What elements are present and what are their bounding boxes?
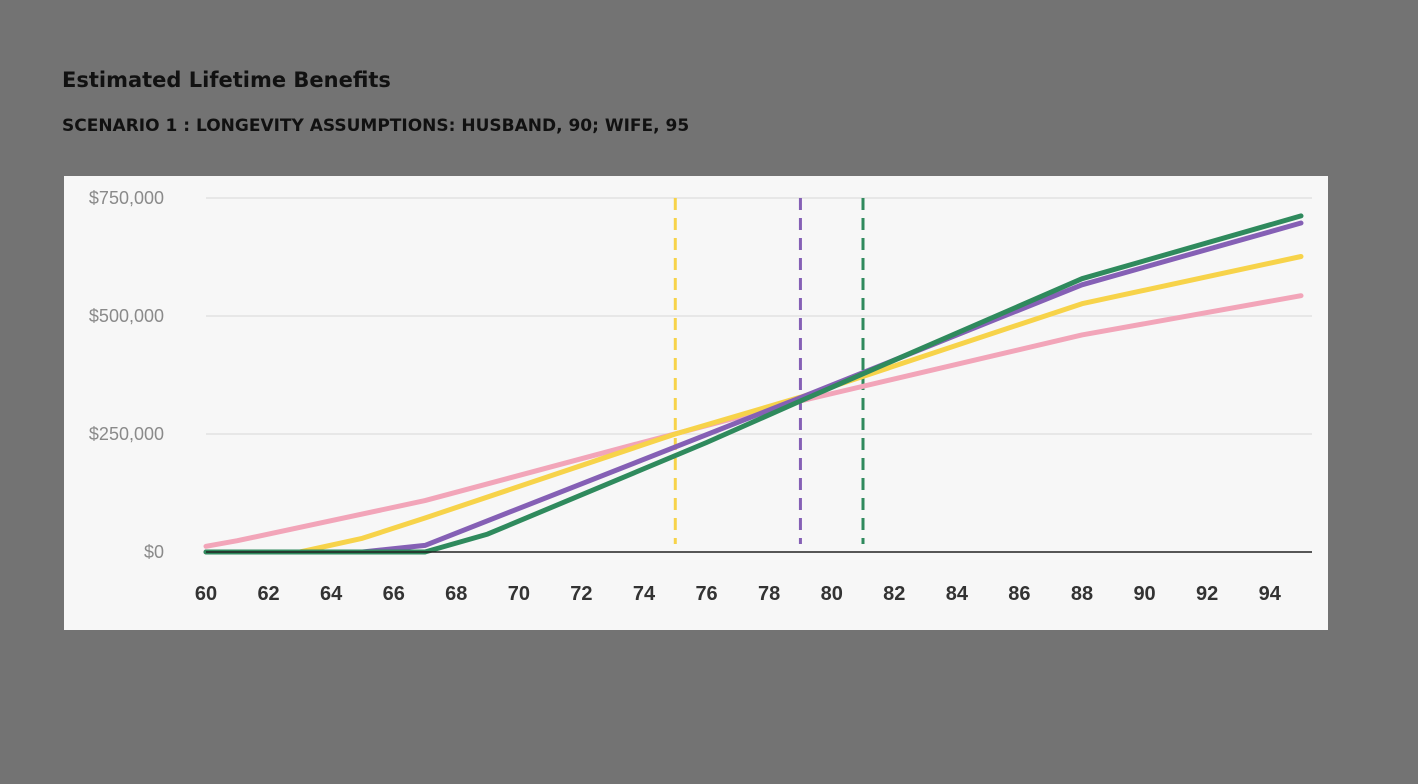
chart-subtitle: SCENARIO 1 : LONGEVITY ASSUMPTIONS: HUSB… <box>62 116 690 136</box>
y-tick-label: $500,000 <box>89 306 164 326</box>
age-markers <box>673 198 865 544</box>
x-tick-label: 90 <box>1133 583 1155 605</box>
x-tick-label: 72 <box>570 583 592 605</box>
series-line-4 <box>203 213 1304 555</box>
x-tick-label: 64 <box>320 583 343 605</box>
x-tick-label: 92 <box>1196 583 1218 605</box>
axes: $0 $250,000 $500,000 $750,000 60 62 64 66 68 70 72… <box>89 188 1312 605</box>
x-tick-label: 88 <box>1071 583 1093 605</box>
lifetime-benefits-chart: $0 $250,000 $500,000 $750,000 60 62 64 66 68 70 72… <box>89 188 1312 605</box>
x-tick-label: 66 <box>383 583 405 605</box>
series-line-3 <box>203 220 1304 555</box>
x-tick-label: 60 <box>195 583 217 605</box>
chart-panel: $0 $250,000 $500,000 $750,000 60 62 64 66 68 70 72… <box>64 176 1328 630</box>
chart-title: Estimated Lifetime Benefits <box>62 68 391 92</box>
y-tick-label: $0 <box>144 542 164 562</box>
x-tick-label: 62 <box>257 583 279 605</box>
x-tick-label: 76 <box>695 583 717 605</box>
x-tick-label: 94 <box>1259 583 1282 605</box>
y-tick-label: $750,000 <box>89 188 164 208</box>
x-tick-label: 82 <box>883 583 905 605</box>
y-tick-label: $250,000 <box>89 424 164 444</box>
series-line-2 <box>203 254 1304 555</box>
x-tick-label: 74 <box>633 583 656 605</box>
x-tick-label: 80 <box>821 583 843 605</box>
x-tick-label: 86 <box>1008 583 1030 605</box>
x-tick-label: 84 <box>946 583 969 605</box>
gridlines <box>206 197 1312 435</box>
x-tick-label: 78 <box>758 583 780 605</box>
x-tick-label: 68 <box>445 583 467 605</box>
series-lines <box>203 213 1304 555</box>
x-tick-label: 70 <box>508 583 530 605</box>
